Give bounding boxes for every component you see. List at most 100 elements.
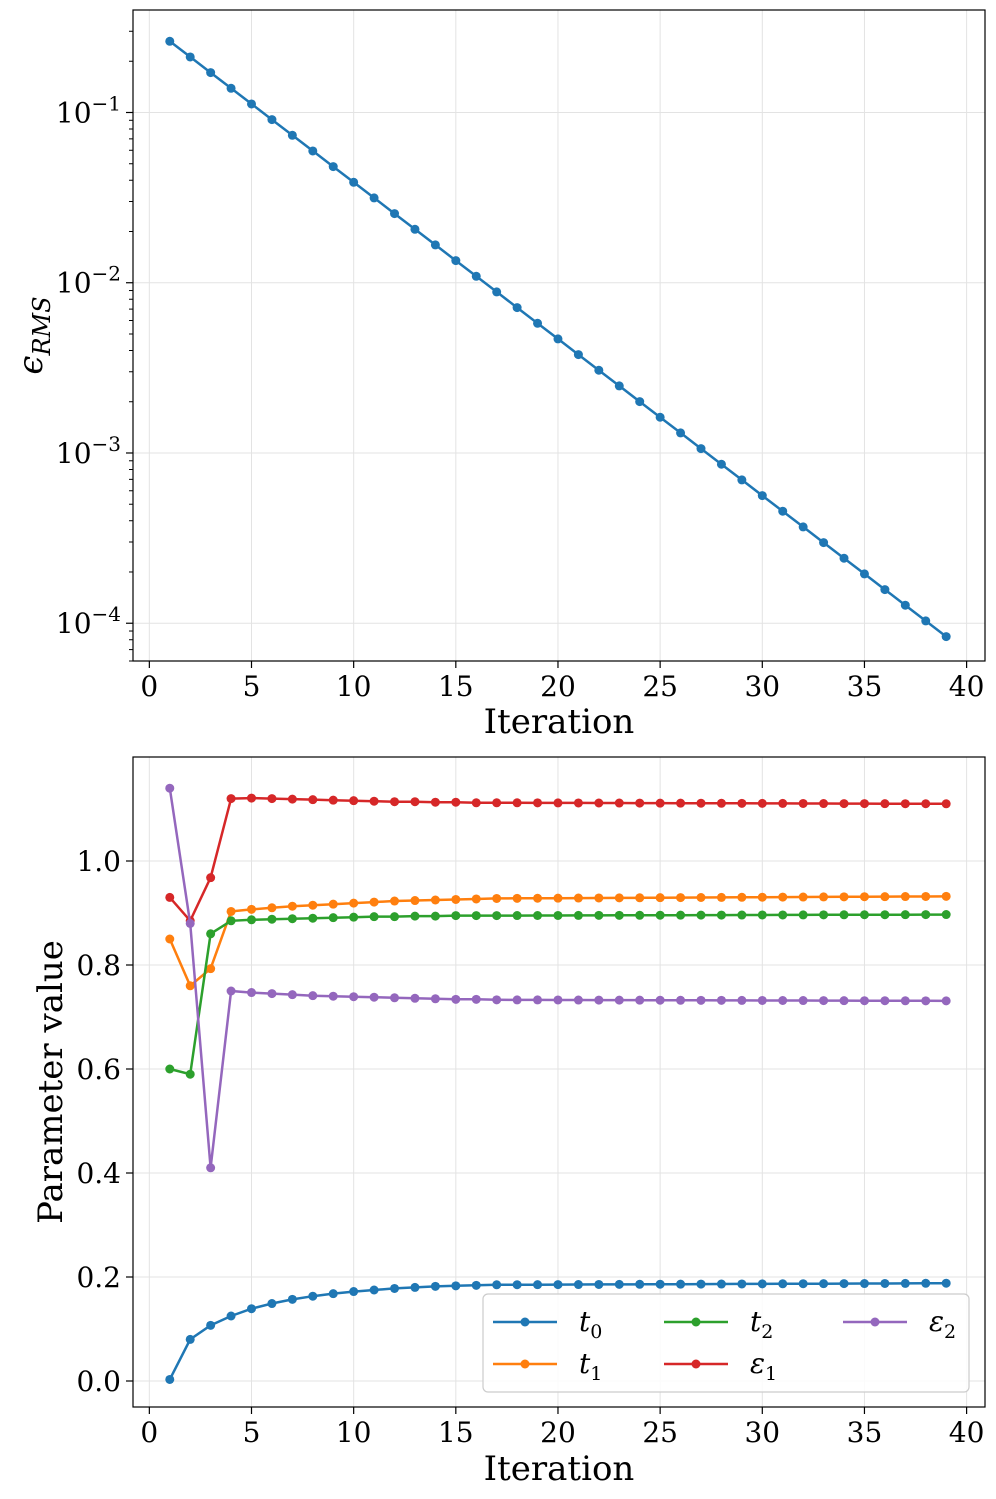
data-point-eps1 bbox=[819, 799, 829, 809]
data-point-eps1 bbox=[349, 796, 359, 806]
data-point-t0 bbox=[247, 1304, 257, 1314]
data-point-t2 bbox=[267, 914, 277, 924]
data-point-t2 bbox=[778, 910, 788, 920]
data-point bbox=[941, 632, 951, 642]
data-point-eps1 bbox=[471, 798, 481, 808]
data-point-t0 bbox=[328, 1289, 338, 1299]
data-point-eps2 bbox=[512, 995, 522, 1005]
plot-frame bbox=[132, 756, 986, 1408]
data-point bbox=[900, 600, 910, 610]
data-point-eps2 bbox=[880, 996, 890, 1006]
data-point-eps1 bbox=[921, 799, 931, 809]
data-point-t1 bbox=[921, 891, 931, 901]
data-point-eps2 bbox=[247, 988, 257, 998]
y-axis-label: ϵRMS bbox=[11, 296, 56, 374]
data-point-t0 bbox=[185, 1334, 195, 1344]
data-point-eps1 bbox=[226, 794, 236, 804]
data-point-t2 bbox=[533, 911, 543, 921]
legend-label: ε1 bbox=[750, 1347, 777, 1385]
data-point-t1 bbox=[390, 896, 400, 906]
data-point-eps2 bbox=[369, 992, 379, 1002]
data-point-t2 bbox=[451, 911, 461, 921]
data-point-t1 bbox=[819, 892, 829, 902]
data-point-eps2 bbox=[676, 995, 686, 1005]
y-tick-label: 10−1 bbox=[56, 91, 121, 129]
data-point-eps2 bbox=[533, 995, 543, 1005]
data-point bbox=[471, 271, 481, 281]
data-point-eps1 bbox=[676, 798, 686, 808]
data-point-t0 bbox=[880, 1278, 890, 1288]
data-point-t0 bbox=[287, 1294, 297, 1304]
data-point-eps2 bbox=[308, 991, 318, 1001]
data-point-eps2 bbox=[185, 918, 195, 928]
data-point-t2 bbox=[819, 910, 829, 920]
data-point bbox=[696, 444, 706, 454]
x-tick-label: 40 bbox=[949, 1416, 985, 1449]
data-point-t2 bbox=[798, 910, 808, 920]
data-point-t0 bbox=[471, 1280, 481, 1290]
data-point-t2 bbox=[696, 910, 706, 920]
data-point-t1 bbox=[328, 899, 338, 909]
x-tick-label: 0 bbox=[140, 1416, 158, 1449]
data-point-t1 bbox=[369, 897, 379, 907]
data-point bbox=[185, 52, 195, 62]
data-point-t0 bbox=[859, 1279, 869, 1289]
data-point bbox=[716, 459, 726, 469]
data-point-eps1 bbox=[880, 799, 890, 809]
data-point-eps1 bbox=[390, 797, 400, 807]
data-point-t2 bbox=[492, 911, 502, 921]
data-point-t2 bbox=[390, 912, 400, 922]
data-point-t0 bbox=[716, 1279, 726, 1289]
data-point-eps2 bbox=[451, 994, 461, 1004]
data-point-t0 bbox=[594, 1279, 604, 1289]
data-point-t2 bbox=[512, 911, 522, 921]
data-point bbox=[778, 506, 788, 516]
data-point bbox=[676, 428, 686, 438]
data-point-t2 bbox=[226, 916, 236, 926]
x-tick-label: 20 bbox=[540, 670, 576, 703]
data-point bbox=[819, 538, 829, 548]
x-tick-label: 25 bbox=[642, 670, 678, 703]
data-point bbox=[635, 397, 645, 407]
x-tick-label: 10 bbox=[336, 670, 372, 703]
data-point-eps1 bbox=[737, 798, 747, 808]
data-point-t1 bbox=[716, 892, 726, 902]
data-point-eps1 bbox=[757, 798, 767, 808]
data-point-t0 bbox=[573, 1280, 583, 1290]
data-point bbox=[369, 193, 379, 203]
data-point-eps2 bbox=[716, 995, 726, 1005]
data-point-t0 bbox=[369, 1285, 379, 1295]
y-tick-label: 0.0 bbox=[76, 1365, 121, 1398]
data-point-t1 bbox=[757, 892, 767, 902]
data-point-eps1 bbox=[451, 797, 461, 807]
data-point-eps1 bbox=[553, 798, 563, 808]
data-point-eps1 bbox=[492, 798, 502, 808]
legend-marker bbox=[691, 1317, 701, 1327]
data-point-eps1 bbox=[696, 798, 706, 808]
data-point-eps1 bbox=[716, 798, 726, 808]
data-point bbox=[614, 381, 624, 391]
data-point bbox=[287, 130, 297, 140]
data-point-eps1 bbox=[533, 798, 543, 808]
data-point-eps1 bbox=[573, 798, 583, 808]
x-tick-label: 0 bbox=[140, 670, 158, 703]
data-point-t1 bbox=[778, 892, 788, 902]
data-point-eps1 bbox=[614, 798, 624, 808]
legend-marker bbox=[520, 1317, 530, 1327]
data-point-t1 bbox=[880, 892, 890, 902]
data-point-eps2 bbox=[206, 1163, 216, 1173]
data-point-t0 bbox=[430, 1281, 440, 1291]
bottom-chart-parameters-vs-iteration: 0 5 10 15 20 25 30 35 40 0.0 0.2 0.4 0.6 0.8 1.0 t0 t2 ε2… bbox=[31, 756, 986, 1489]
data-point-eps2 bbox=[471, 994, 481, 1004]
data-point-t0 bbox=[696, 1279, 706, 1289]
data-point-t1 bbox=[655, 893, 665, 903]
x-tick-label: 10 bbox=[336, 1416, 372, 1449]
data-point-t1 bbox=[676, 893, 686, 903]
data-point-t0 bbox=[390, 1283, 400, 1293]
data-point-t0 bbox=[410, 1282, 420, 1292]
data-point-t0 bbox=[778, 1279, 788, 1289]
data-point-eps1 bbox=[900, 799, 910, 809]
data-point-t1 bbox=[635, 893, 645, 903]
data-point-eps2 bbox=[328, 991, 338, 1001]
